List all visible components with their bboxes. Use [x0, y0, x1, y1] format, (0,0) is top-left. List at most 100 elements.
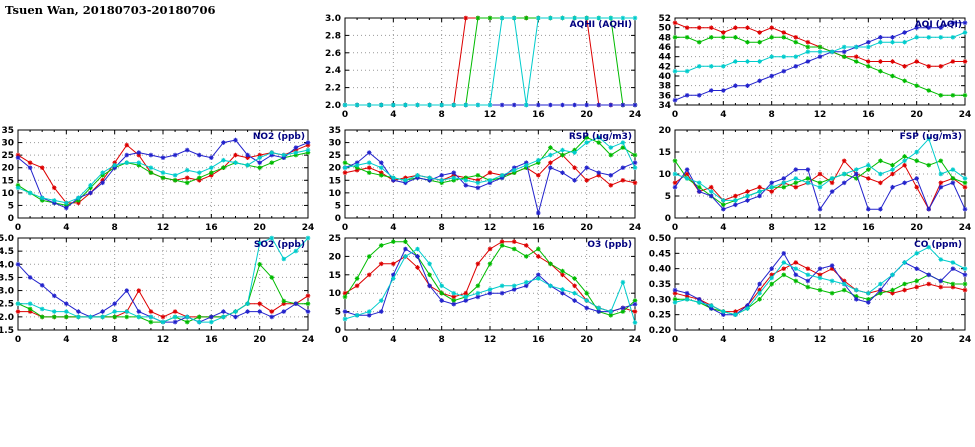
x-tick-label: 16	[862, 223, 875, 233]
y-tick-label: 0.25	[649, 311, 671, 321]
x-tick-label: 0	[672, 335, 678, 345]
y-tick-label: 10	[328, 289, 341, 299]
y-tick-label: 5	[8, 201, 14, 211]
y-tick-label: 44	[658, 53, 671, 63]
y-tick-label: 0.40	[649, 265, 671, 275]
x-tick-label: 4	[390, 223, 396, 233]
plot-frame	[344, 17, 636, 106]
y-tick-label: 4.0	[0, 260, 14, 270]
x-tick-label: 0	[672, 110, 678, 120]
y-tick-label: 25	[328, 151, 341, 161]
y-tick-label: 0	[335, 326, 341, 336]
chart-title-aqi: AQI (AQI)	[915, 20, 962, 30]
y-tick-label: 0.30	[649, 295, 671, 305]
plot-frame	[344, 237, 636, 331]
chart-o3: 0 5 10 15 20 25 0 4 8 12 16 20 24 O3 (ppb)	[328, 234, 641, 345]
chart-title-rsp: RSP (ug/m3)	[569, 132, 632, 142]
x-tick-label: 4	[390, 335, 396, 345]
series-markers-blue	[672, 167, 968, 212]
x-tick-label: 8	[769, 110, 775, 120]
x-tick-label: 24	[302, 223, 315, 233]
x-tick-label: 20	[253, 335, 266, 345]
y-tick-label: 30	[1, 139, 14, 149]
chart-title-o3: O3 (ppb)	[587, 240, 632, 250]
y-tick-label: 1.5	[0, 326, 14, 336]
x-tick-label: 20	[253, 223, 266, 233]
chart-title-co: CO (ppm)	[914, 240, 962, 250]
y-tick-label: 0	[8, 214, 14, 224]
y-tick-label: 20	[658, 126, 671, 136]
x-tick-label: 24	[629, 110, 642, 120]
series-markers-cyan	[15, 147, 311, 206]
y-tick-label: 38	[658, 82, 671, 92]
y-tick-label: 2.0	[325, 101, 341, 111]
x-tick-label: 4	[720, 110, 726, 120]
series-markers-cyan	[15, 235, 311, 325]
y-tick-label: 2.4	[325, 66, 341, 76]
x-tick-label: 12	[484, 110, 497, 120]
x-tick-label: 4	[63, 335, 69, 345]
y-tick-label: 3.5	[0, 273, 14, 283]
y-tick-label: 2.6	[325, 49, 341, 59]
y-tick-label: 5	[335, 201, 341, 211]
y-tick-label: 20	[328, 252, 341, 262]
x-tick-label: 16	[532, 335, 545, 345]
y-tick-label: 0.50	[649, 234, 671, 244]
y-tick-label: 2.8	[325, 31, 341, 41]
x-tick-label: 24	[959, 335, 972, 345]
y-tick-label: 42	[658, 62, 671, 72]
y-tick-label: 34	[658, 101, 671, 111]
series-markers-cyan	[342, 15, 638, 108]
x-tick-label: 12	[484, 335, 497, 345]
x-tick-label: 0	[672, 223, 678, 233]
y-tick-label: 25	[328, 234, 341, 244]
x-tick-label: 24	[629, 223, 642, 233]
x-tick-label: 4	[720, 223, 726, 233]
y-tick-label: 52	[658, 14, 671, 24]
page-title: Tsuen Wan, 20180703-20180706	[5, 3, 216, 17]
series-line-red	[345, 17, 635, 106]
x-tick-label: 4	[390, 110, 396, 120]
y-tick-label: 30	[328, 139, 341, 149]
y-tick-label: 36	[658, 91, 671, 101]
plot-frame	[17, 129, 309, 219]
y-tick-label: 35	[328, 126, 341, 136]
x-tick-label: 16	[532, 223, 545, 233]
x-tick-label: 24	[302, 335, 315, 345]
chart-title-no2: NO2 (ppb)	[253, 132, 305, 142]
x-tick-label: 4	[63, 223, 69, 233]
y-tick-label: 20	[1, 164, 14, 174]
series-line-green	[344, 136, 636, 184]
series-markers-cyan	[672, 30, 968, 74]
x-tick-label: 8	[112, 335, 118, 345]
x-tick-label: 20	[910, 110, 923, 120]
series-line-blue	[17, 263, 309, 323]
chart-title-aqhi: AQHI (AQHI)	[570, 20, 632, 30]
x-tick-label: 16	[532, 110, 545, 120]
series-markers-cyan	[342, 246, 638, 325]
y-tick-label: 25	[1, 151, 14, 161]
x-tick-label: 8	[769, 335, 775, 345]
y-tick-label: 0.35	[649, 280, 671, 290]
x-tick-label: 0	[15, 335, 21, 345]
x-tick-label: 0	[15, 223, 21, 233]
y-tick-label: 10	[1, 189, 14, 199]
x-tick-label: 0	[342, 110, 348, 120]
y-tick-label: 46	[658, 43, 671, 53]
x-tick-label: 8	[439, 110, 445, 120]
x-tick-label: 0	[342, 223, 348, 233]
x-tick-label: 20	[910, 223, 923, 233]
y-tick-label: 2.2	[325, 84, 341, 94]
y-tick-label: 15	[328, 271, 341, 281]
x-tick-label: 20	[580, 110, 593, 120]
chart-fsp: 0 5 10 15 20 0 4 8 12 16 20 24 FSP (ug/m3)	[658, 126, 971, 233]
y-tick-label: 50	[658, 24, 671, 34]
chart-title-fsp: FSP (ug/m3)	[900, 132, 962, 142]
x-tick-label: 24	[959, 223, 972, 233]
x-tick-label: 16	[205, 335, 218, 345]
y-tick-label: 15	[1, 176, 14, 186]
x-tick-label: 12	[814, 335, 827, 345]
series-line-green	[345, 17, 635, 106]
x-tick-label: 24	[959, 110, 972, 120]
x-tick-label: 4	[720, 335, 726, 345]
